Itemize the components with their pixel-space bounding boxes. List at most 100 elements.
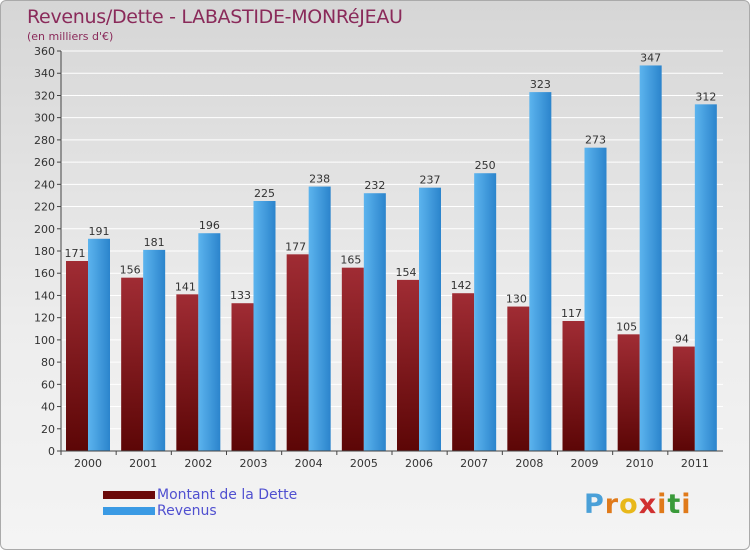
revenue-bar (253, 201, 276, 451)
x-tick-label: 2011 (681, 457, 709, 470)
revenue-bar (198, 233, 221, 451)
grid-lines (61, 50, 723, 430)
debt-value-label: 165 (340, 254, 361, 267)
logo-letter: i (657, 489, 668, 520)
revenue-value-label: 312 (695, 90, 716, 103)
debt-bar (397, 279, 419, 451)
debt-value-label: 142 (451, 279, 472, 292)
legend-swatch-revenue (103, 507, 155, 515)
legend-item-debt: Montant de la Dette (103, 487, 297, 503)
y-tick-label: 160 (34, 267, 55, 280)
revenue-bar (529, 92, 552, 451)
revenue-value-label: 191 (89, 225, 110, 238)
y-tick-label: 60 (41, 378, 55, 391)
chart-subtitle: (en milliers d'€) (27, 30, 114, 43)
proxiti-logo: Proxiti (584, 489, 692, 520)
revenue-bar (143, 249, 166, 451)
debt-bar (617, 334, 640, 451)
x-tick-label: 2001 (129, 457, 157, 470)
revenue-bar (584, 147, 607, 451)
debt-value-label: 133 (230, 289, 251, 302)
chart-title: Revenus/Dette - LABASTIDE-MONRéJEAU (27, 6, 403, 28)
debt-bar (231, 303, 254, 451)
y-tick-label: 20 (41, 423, 55, 436)
y-tick-label: 40 (41, 401, 55, 414)
debt-value-label: 130 (506, 293, 527, 306)
debt-value-label: 105 (616, 320, 637, 333)
revenue-bar (474, 173, 497, 451)
debt-value-label: 94 (675, 333, 689, 346)
debt-bar (176, 294, 199, 451)
revenue-value-label: 181 (144, 236, 165, 249)
legend-label-revenue: Revenus (157, 503, 217, 519)
revenue-bar (363, 193, 386, 451)
revenue-value-label: 225 (254, 187, 275, 200)
debt-bar (507, 306, 530, 451)
debt-value-label: 156 (120, 264, 141, 277)
debt-value-label: 141 (175, 280, 196, 293)
legend: Montant de la Dette Revenus (103, 487, 297, 519)
x-tick-label: 2002 (184, 457, 212, 470)
y-tick-label: 0 (48, 445, 55, 458)
x-tick-label: 2003 (240, 457, 268, 470)
revenue-bar (88, 238, 110, 451)
logo-letter: o (619, 489, 639, 520)
y-tick-label: 100 (34, 334, 55, 347)
x-tick-label: 2000 (74, 457, 102, 470)
y-tick-label: 240 (34, 178, 55, 191)
revenue-bar (419, 187, 441, 451)
logo-letter: r (604, 489, 620, 520)
x-tick-label: 2007 (460, 457, 488, 470)
revenue-value-label: 250 (475, 159, 496, 172)
y-tick-label: 360 (34, 45, 55, 58)
revenue-value-label: 232 (364, 179, 385, 192)
revenue-value-label: 237 (420, 174, 441, 187)
y-tick-label: 280 (34, 134, 55, 147)
debt-value-label: 171 (65, 247, 86, 260)
revenue-bar (639, 65, 662, 451)
debt-bar (121, 277, 144, 451)
revenue-value-label: 238 (309, 173, 330, 186)
revenue-value-label: 347 (640, 51, 661, 64)
revenue-value-label: 323 (530, 78, 551, 91)
x-tick-label: 2005 (350, 457, 378, 470)
debt-value-label: 117 (561, 307, 582, 320)
debt-bar (286, 254, 309, 451)
y-tick-label: 180 (34, 245, 55, 258)
debt-value-label: 177 (285, 240, 306, 253)
debt-bar (562, 321, 585, 451)
y-tick-label: 120 (34, 312, 55, 325)
revenue-value-label: 273 (585, 134, 606, 147)
logo-letter: i (681, 489, 692, 520)
y-tick-label: 80 (41, 356, 55, 369)
logo-letter: P (584, 489, 605, 520)
y-tick-label: 260 (34, 156, 55, 169)
legend-label-debt: Montant de la Dette (157, 487, 298, 503)
bars (66, 65, 717, 452)
y-tick-label: 300 (34, 112, 55, 125)
y-tick-label: 220 (34, 201, 55, 214)
revenue-bar (694, 104, 717, 451)
x-tick-label: 2004 (295, 457, 323, 470)
x-tick-label: 2006 (405, 457, 433, 470)
y-tick-label: 340 (34, 67, 55, 80)
axes: 0 20 40 60 80 100 120 140 160 180 200 220 240 260 280 3… (34, 45, 723, 470)
legend-item-revenue: Revenus (103, 503, 297, 519)
x-tick-label: 2008 (515, 457, 543, 470)
legend-swatch-debt (103, 491, 155, 499)
debt-bar (672, 346, 695, 451)
y-tick-label: 200 (34, 223, 55, 236)
logo-letter: t (667, 489, 682, 520)
y-tick-label: 320 (34, 89, 55, 102)
logo-letter: x (638, 489, 658, 520)
revenue-value-label: 196 (199, 219, 220, 232)
revenue-bar (308, 186, 331, 452)
y-tick-label: 140 (34, 289, 55, 302)
debt-bar (66, 261, 88, 451)
debt-value-label: 154 (396, 266, 417, 279)
debt-bar (341, 267, 364, 451)
x-tick-label: 2009 (571, 457, 599, 470)
